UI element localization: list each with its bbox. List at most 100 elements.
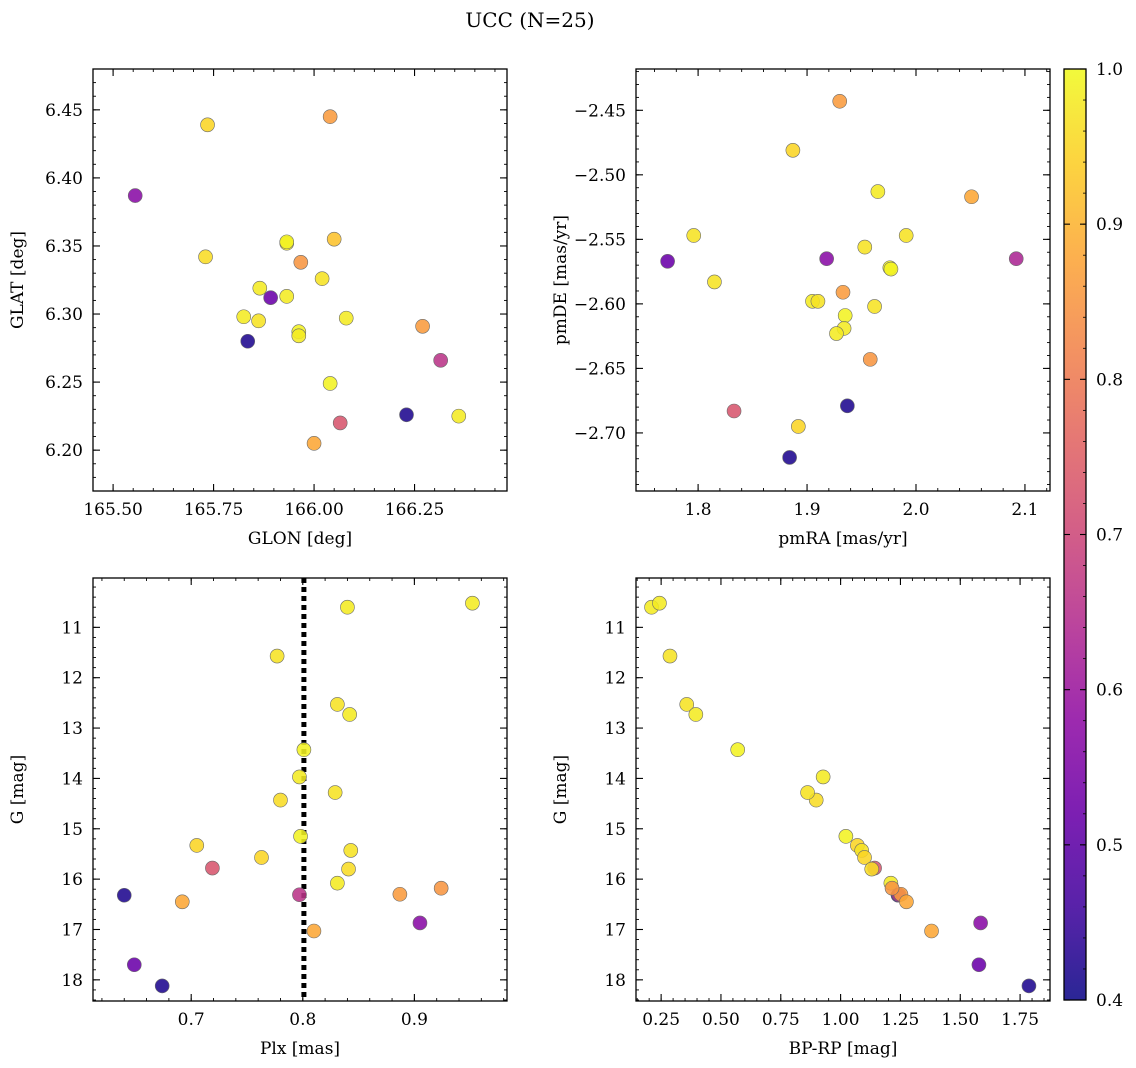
data-point: [279, 289, 295, 304]
colorbar-tick-label: 1.0: [1096, 60, 1123, 80]
x-tick-label: 166.25: [385, 500, 444, 520]
data-point: [1008, 251, 1024, 267]
data-point: [322, 376, 338, 391]
colorbar-tick-label: 0.6: [1096, 681, 1123, 701]
figure-title: UCC (N=25): [465, 8, 594, 32]
y-tick-label: 6.40: [45, 169, 83, 189]
y-tick-label: 17: [604, 920, 626, 940]
x-tick-label: 165.75: [184, 500, 243, 520]
panel-3: 0.7 0.8 0.9 11 12 13 14 15 16 17 18 Plx [mas] G [mag…: [8, 577, 508, 1059]
data-point: [819, 251, 834, 267]
data-point: [189, 838, 205, 853]
data-point: [837, 308, 853, 323]
y-tick-label: 13: [61, 719, 83, 739]
panel-4: 0.25 0.50 0.75 1.00 1.25 1.50 1.75 11 12 13 14 15 16…: [551, 577, 1051, 1059]
data-point: [174, 894, 190, 910]
y-tick-label: 11: [604, 618, 626, 638]
data-point: [330, 875, 345, 891]
data-point: [835, 284, 851, 300]
data-point: [292, 769, 307, 785]
axes-frame: [92, 577, 508, 1002]
colorbar-tick-label: 0.7: [1096, 526, 1123, 546]
colorbar-tick-label: 0.5: [1096, 836, 1123, 856]
x-tick-label: 2.1: [1011, 500, 1038, 520]
data-point: [730, 742, 746, 758]
data-point: [412, 915, 428, 931]
data-point: [292, 887, 307, 903]
data-point: [392, 886, 408, 902]
x-tick-label: 1.00: [822, 1010, 860, 1030]
y-tick-label: 6.45: [45, 101, 83, 121]
data-point: [291, 328, 307, 344]
data-point: [236, 309, 252, 325]
y-tick-label: −2.50: [574, 166, 626, 186]
y-tick-label: 18: [604, 971, 626, 991]
colorbar-tick-label: 0.4: [1096, 991, 1123, 1011]
x-tick-label: 0.8: [289, 1010, 316, 1030]
y-tick-label: 16: [604, 870, 626, 890]
colorbar-tick-label: 0.8: [1096, 370, 1123, 390]
data-point: [330, 697, 345, 712]
x-tick-label: 0.75: [762, 1010, 800, 1030]
y-tick-label: 15: [604, 820, 626, 840]
y-axis-label: GLAT [deg]: [8, 231, 28, 329]
colorbar: 0.4 0.5 0.6 0.7 0.8 0.9 1.0: [1063, 60, 1123, 1011]
data-point: [652, 595, 667, 611]
data-point: [924, 923, 939, 939]
panels: 165.50 165.75 166.00 166.25 6.20 6.25 6.30 6.35…: [8, 68, 1051, 1059]
data-point: [327, 785, 343, 800]
data-point: [782, 450, 797, 465]
data-point: [240, 333, 256, 349]
x-tick-label: 1.25: [882, 1010, 920, 1030]
data-point: [415, 318, 430, 334]
data-point: [340, 599, 355, 615]
data-point: [971, 957, 987, 973]
y-tick-label: 6.20: [45, 441, 83, 461]
x-tick-label: 166.00: [284, 500, 343, 520]
data-point: [451, 408, 467, 424]
y-tick-label: 16: [61, 870, 83, 890]
y-axis-label: G [mag]: [8, 755, 28, 824]
data-point: [815, 769, 831, 785]
data-point: [293, 255, 309, 270]
data-point: [254, 850, 269, 865]
data-point: [465, 595, 480, 611]
colorbar-gradient: [1064, 69, 1086, 1000]
x-tick-label: 1.9: [794, 500, 821, 520]
y-tick-label: 11: [61, 618, 83, 638]
axes-frame: [92, 68, 508, 492]
data-point: [857, 239, 873, 255]
data-point: [433, 880, 449, 896]
x-tick-label: 2.0: [902, 500, 929, 520]
x-axis-label: BP-RP [mag]: [789, 1039, 898, 1059]
x-tick-label: 0.9: [401, 1010, 428, 1030]
data-point: [314, 271, 330, 286]
data-point: [273, 792, 288, 808]
data-point: [679, 697, 695, 712]
data-point: [279, 234, 295, 250]
y-tick-label: 6.35: [45, 237, 83, 257]
data-point: [251, 313, 266, 329]
data-point: [829, 326, 844, 341]
data-point: [884, 880, 900, 896]
data-point: [870, 184, 886, 199]
data-point: [898, 228, 914, 243]
data-point: [433, 353, 448, 368]
data-point: [964, 189, 979, 205]
data-point: [688, 707, 704, 722]
data-point: [973, 915, 988, 931]
y-tick-label: 6.25: [45, 373, 83, 393]
data-point: [660, 253, 675, 269]
axes-frame: [635, 68, 1051, 492]
data-point: [252, 280, 268, 296]
y-tick-label: −2.65: [574, 359, 626, 379]
data-point: [899, 894, 914, 910]
data-point: [205, 860, 220, 876]
data-point: [342, 707, 357, 722]
x-tick-label: 165.50: [83, 500, 142, 520]
panel-1: 165.50 165.75 166.00 166.25 6.20 6.25 6.30 6.35…: [8, 68, 508, 549]
y-tick-label: −2.45: [574, 101, 626, 121]
data-point: [126, 957, 142, 973]
panel-2: 1.8 1.9 2.0 2.1 −2.70 −2.65 −2.60 −2.55 −2.50 −2.…: [551, 68, 1051, 549]
